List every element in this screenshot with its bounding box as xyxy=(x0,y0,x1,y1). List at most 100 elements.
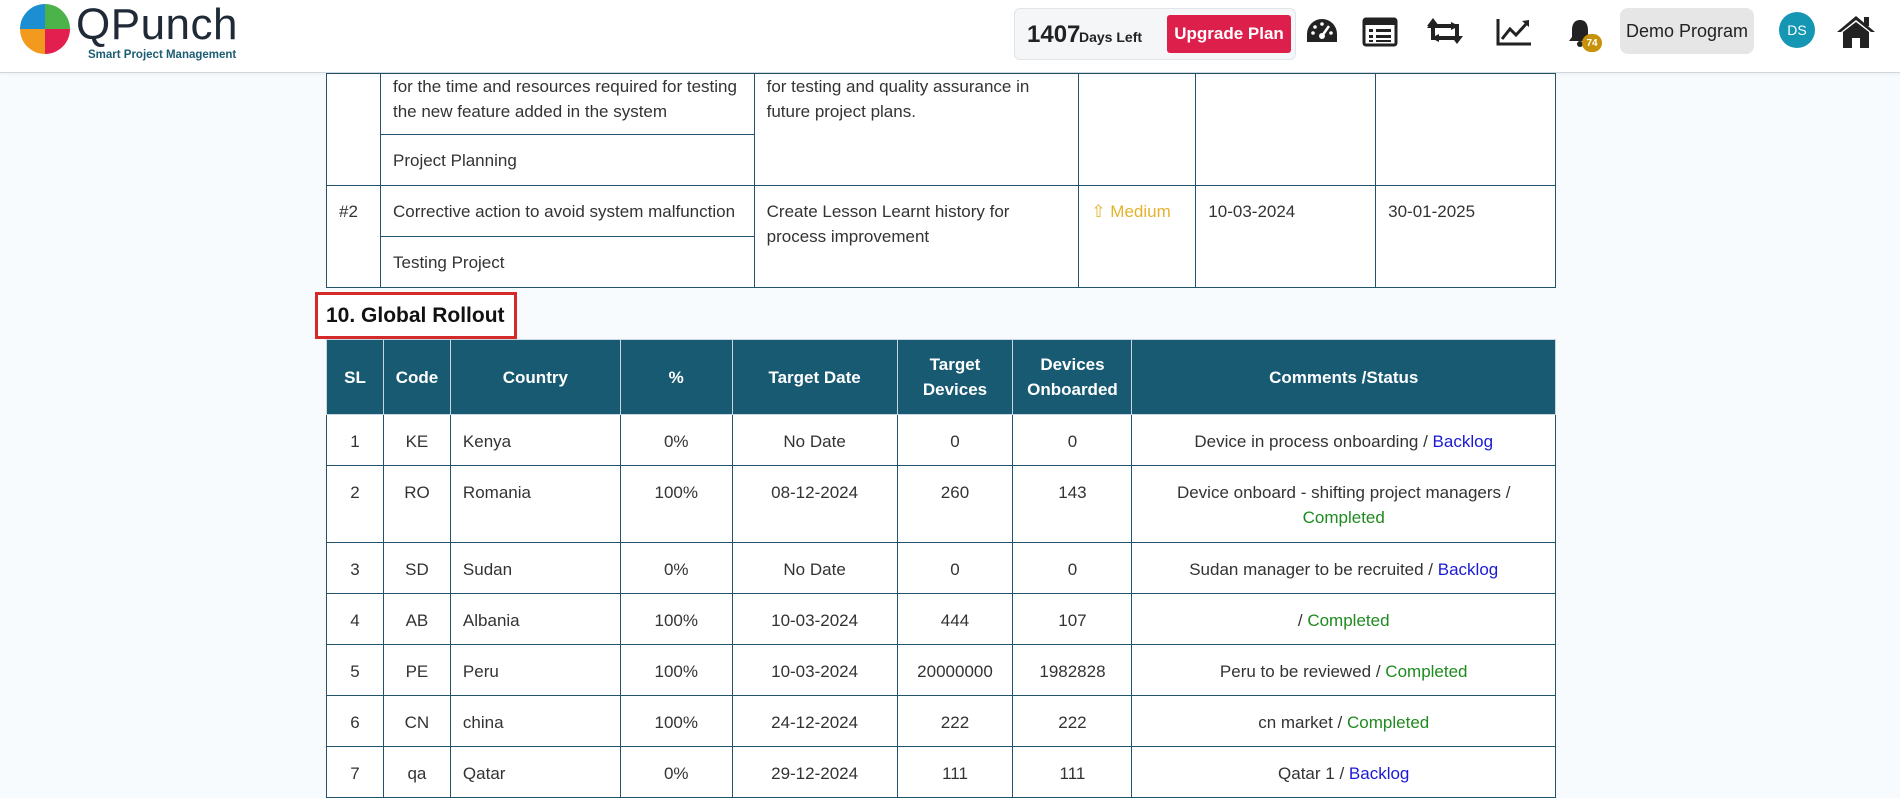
column-header[interactable]: % xyxy=(619,339,733,415)
code-cell: PE xyxy=(382,644,451,696)
comment-text: Qatar 1 / xyxy=(1278,764,1349,783)
target-devices-cell: 111 xyxy=(896,746,1014,798)
column-header[interactable]: Devices Onboarded xyxy=(1012,339,1133,415)
status-label: Completed xyxy=(1347,713,1430,732)
devices-onboarded-cell: 222 xyxy=(1012,695,1133,747)
column-header[interactable]: SL xyxy=(326,339,384,415)
subscription-status: 1407 Days Left Upgrade Plan xyxy=(1014,8,1296,60)
target-date-cell: 10-03-2024 xyxy=(731,593,898,645)
table-row: 3 SD Sudan 0% No Date 0 0 Sudan manager … xyxy=(326,542,1556,594)
upgrade-plan-button[interactable]: Upgrade Plan xyxy=(1167,15,1291,53)
comment-text: Device onboard - shifting project manage… xyxy=(1176,483,1511,502)
sl-cell: 7 xyxy=(326,746,384,798)
column-header[interactable]: Target Devices xyxy=(896,339,1014,415)
devices-onboarded-cell: 107 xyxy=(1012,593,1133,645)
sl-cell: 1 xyxy=(326,414,384,466)
percent-cell: 0% xyxy=(619,746,733,798)
country-cell: Albania xyxy=(449,593,621,645)
section-title: 10. Global Rollout xyxy=(315,292,517,339)
target-date-cell: 10-03-2024 xyxy=(731,644,898,696)
column-header[interactable]: Comments /Status xyxy=(1131,339,1556,415)
percent-cell: 0% xyxy=(619,414,733,466)
lesson-description-cell: Corrective action to avoid system malfun… xyxy=(379,185,755,237)
comment-status-cell: Peru to be reviewed / Completed xyxy=(1131,644,1556,696)
chart-line-icon[interactable] xyxy=(1494,14,1534,50)
country-cell: Peru xyxy=(449,644,621,696)
lesson-end-cell xyxy=(1375,73,1556,186)
global-rollout-table: SL Code Country % Target Date Target Dev… xyxy=(326,339,1556,798)
status-label: Completed xyxy=(1302,508,1385,527)
target-date-cell: 24-12-2024 xyxy=(731,695,898,747)
brand-name: QPunch xyxy=(76,0,238,49)
table-row: 4 AB Albania 100% 10-03-2024 444 107 / C… xyxy=(326,593,1556,645)
comment-status-cell: / Completed xyxy=(1131,593,1556,645)
lesson-description-cell: for the time and resources required for … xyxy=(379,73,755,135)
comment-text: / xyxy=(1297,611,1308,630)
table-row: Project Planning xyxy=(327,134,1556,186)
percent-cell: 100% xyxy=(619,695,733,747)
lessons-learnt-table: for the time and resources required for … xyxy=(326,73,1556,288)
target-devices-cell: 222 xyxy=(896,695,1014,747)
lesson-start-cell xyxy=(1195,73,1377,186)
home-icon[interactable] xyxy=(1834,14,1878,50)
code-cell: AB xyxy=(382,593,451,645)
country-cell: Kenya xyxy=(449,414,621,466)
lesson-priority-cell xyxy=(1078,73,1197,186)
percent-cell: 100% xyxy=(619,465,733,543)
percent-cell: 0% xyxy=(619,542,733,594)
comment-status-cell: Sudan manager to be recruited / Backlog xyxy=(1131,542,1556,594)
program-selector-button[interactable]: Demo Program xyxy=(1620,8,1754,54)
status-label: Backlog xyxy=(1348,764,1410,783)
lesson-priority-cell: ⇧ Medium xyxy=(1078,185,1197,288)
days-left-value: 1407 xyxy=(1027,21,1081,48)
brand-logo[interactable]: QPunch Smart Project Management xyxy=(18,0,258,66)
code-cell: RO xyxy=(382,465,451,543)
code-cell: SD xyxy=(382,542,451,594)
lesson-action-cell: Create Lesson Learnt history for process… xyxy=(753,185,1080,288)
sl-cell: 4 xyxy=(326,593,384,645)
brand-tagline: Smart Project Management xyxy=(88,49,237,61)
table-row: for the time and resources required for … xyxy=(326,73,1556,186)
devices-onboarded-cell: 0 xyxy=(1012,414,1133,466)
status-label: Backlog xyxy=(1432,432,1494,451)
column-header[interactable]: Code xyxy=(382,339,451,415)
lesson-start-cell: 10-03-2024 xyxy=(1195,185,1377,288)
table-row: Testing Project xyxy=(327,236,1556,288)
target-devices-cell: 20000000 xyxy=(896,644,1014,696)
list-icon[interactable] xyxy=(1360,14,1400,50)
target-date-cell: No Date xyxy=(731,542,898,594)
top-navbar: QPunch Smart Project Management 1407 Day… xyxy=(0,0,1900,73)
column-header[interactable]: Country xyxy=(449,339,621,415)
status-label: Completed xyxy=(1307,611,1390,630)
status-label: Completed xyxy=(1385,662,1468,681)
sl-cell: 5 xyxy=(326,644,384,696)
comment-text: Peru to be reviewed / xyxy=(1219,662,1386,681)
code-cell: CN xyxy=(382,695,451,747)
target-date-cell: No Date xyxy=(731,414,898,466)
user-avatar[interactable]: DS xyxy=(1779,12,1815,48)
target-date-cell: 29-12-2024 xyxy=(731,746,898,798)
column-header[interactable]: Target Date xyxy=(731,339,898,415)
dashboard-icon[interactable] xyxy=(1302,14,1342,50)
devices-onboarded-cell: 111 xyxy=(1012,746,1133,798)
comment-text: cn market / xyxy=(1258,713,1348,732)
retweet-icon[interactable] xyxy=(1425,14,1465,50)
table-row: 7 qa Qatar 0% 29-12-2024 111 111 Qatar 1… xyxy=(326,746,1556,798)
comment-status-cell: Device in process onboarding / Backlog xyxy=(1131,414,1556,466)
lesson-end-cell: 30-01-2025 xyxy=(1375,185,1556,288)
notifications-bell-icon[interactable]: 74 xyxy=(1560,14,1602,52)
lesson-project-cell: Testing Project xyxy=(379,236,755,288)
target-devices-cell: 260 xyxy=(896,465,1014,543)
target-devices-cell: 0 xyxy=(896,542,1014,594)
lesson-action-cell: for testing and quality assurance in fut… xyxy=(753,73,1080,186)
lesson-project-cell: Project Planning xyxy=(379,134,755,186)
country-cell: china xyxy=(449,695,621,747)
comment-status-cell: cn market / Completed xyxy=(1131,695,1556,747)
comment-status-cell: Device onboard - shifting project manage… xyxy=(1131,465,1556,543)
comment-text: Device in process onboarding / xyxy=(1194,432,1433,451)
table-row: 2 RO Romania 100% 08-12-2024 260 143 Dev… xyxy=(326,465,1556,543)
sl-cell: 3 xyxy=(326,542,384,594)
table-row: 1 KE Kenya 0% No Date 0 0 Device in proc… xyxy=(326,414,1556,466)
devices-onboarded-cell: 0 xyxy=(1012,542,1133,594)
country-cell: Qatar xyxy=(449,746,621,798)
